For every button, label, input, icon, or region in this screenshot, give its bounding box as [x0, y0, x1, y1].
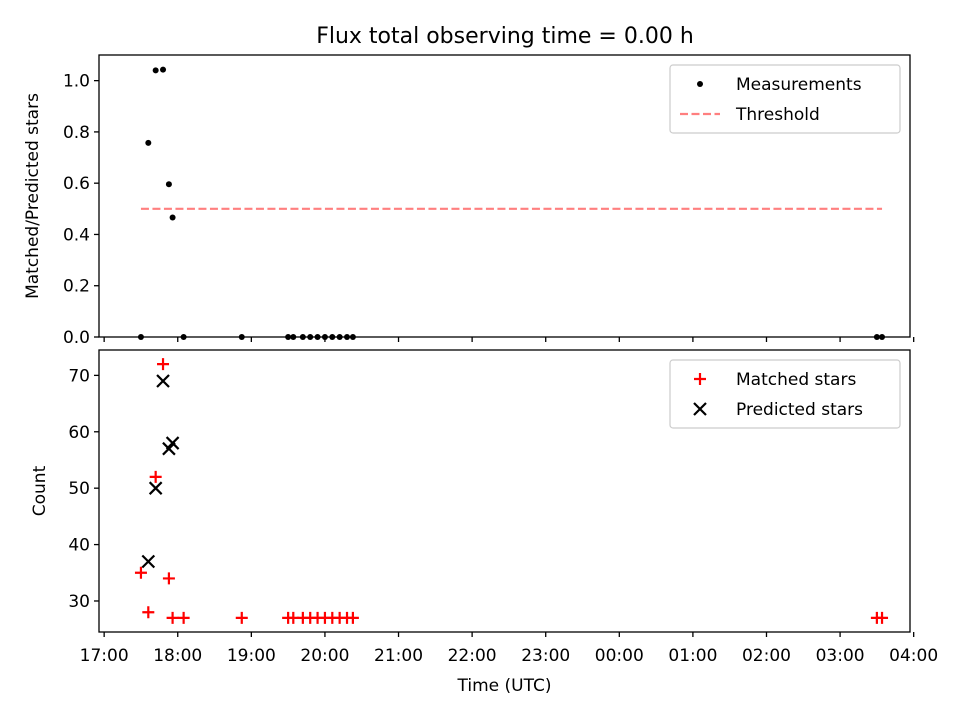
x-axis-label: Time (UTC): [457, 676, 552, 696]
x-tick-label: 18:00: [153, 646, 202, 666]
legend: Measurements Threshold: [669, 64, 901, 134]
data-point: [134, 566, 147, 579]
data-point: [142, 606, 155, 619]
x-tick-label: 20:00: [300, 646, 349, 666]
data-point: [145, 139, 152, 146]
data-point: [156, 374, 170, 388]
y-tick-label: 0.8: [63, 123, 90, 143]
panel-2: 30 40 50 60 70 17:00 18:00 19:00 20:00 21:00 22:00…: [30, 349, 938, 696]
x-tick-label: 02:00: [742, 646, 791, 666]
y-tick-label: 0.0: [63, 328, 90, 348]
x-tick-label: 01:00: [668, 646, 717, 666]
data-point: [157, 358, 170, 371]
data-point: [177, 611, 190, 624]
legend-swatch: [694, 373, 706, 385]
x-tick-label: 21:00: [374, 646, 423, 666]
x-tick-label: 19:00: [227, 646, 276, 666]
y-tick-label: 60: [68, 423, 90, 443]
data-point: [160, 66, 167, 73]
legend-label: Predicted stars: [736, 400, 863, 420]
data-point: [346, 611, 359, 624]
data-point: [162, 572, 175, 585]
data-point: [235, 611, 248, 624]
x-tick-label: 17:00: [80, 646, 129, 666]
panel-1: 0.0 0.2 0.4 0.6 0.8 1.0 Matched/Predicted star…: [23, 54, 915, 348]
legend-label: Measurements: [736, 75, 862, 95]
legend: Matched stars Predicted stars: [669, 359, 901, 429]
y-tick-label: 30: [68, 592, 90, 612]
legend-label: Threshold: [735, 105, 820, 125]
data-point: [166, 611, 179, 624]
y-tick-label: 40: [68, 536, 90, 556]
axes-frame: [98, 349, 911, 633]
series-predicted-stars: [141, 374, 180, 569]
data-point: [165, 436, 180, 450]
data-point: [152, 67, 159, 74]
y-tick-label: 0.2: [63, 277, 90, 297]
x-tick-label: 23:00: [521, 646, 570, 666]
legend-swatch: [693, 402, 707, 416]
x-tick-label: 03:00: [816, 646, 865, 666]
data-point: [141, 554, 156, 569]
data-point: [169, 214, 176, 221]
x-tick-label: 00:00: [595, 646, 644, 666]
y-tick-label: 1.0: [63, 72, 90, 92]
series-matched-stars: [134, 358, 889, 624]
x-tick-label: 22:00: [448, 646, 497, 666]
y-tick-label: 0.6: [63, 174, 90, 194]
y-tick-label: 50: [68, 479, 90, 499]
x-tick-label: 04:00: [889, 646, 938, 666]
y-tick-label: 0.4: [63, 225, 90, 245]
legend-label: Matched stars: [736, 370, 856, 390]
data-point: [149, 470, 162, 483]
axes-frame: [98, 54, 911, 338]
data-point: [148, 481, 163, 495]
legend-box: [669, 64, 901, 134]
data-point: [165, 181, 172, 188]
y-axis-label: Count: [30, 465, 50, 516]
legend-swatch: [697, 81, 703, 87]
data-point: [876, 611, 889, 624]
chart-title: Flux total observing time = 0.00 h: [316, 24, 694, 49]
y-tick-label: 70: [68, 366, 90, 386]
y-axis-label: Matched/Predicted stars: [23, 93, 43, 299]
legend-box: [669, 359, 901, 429]
